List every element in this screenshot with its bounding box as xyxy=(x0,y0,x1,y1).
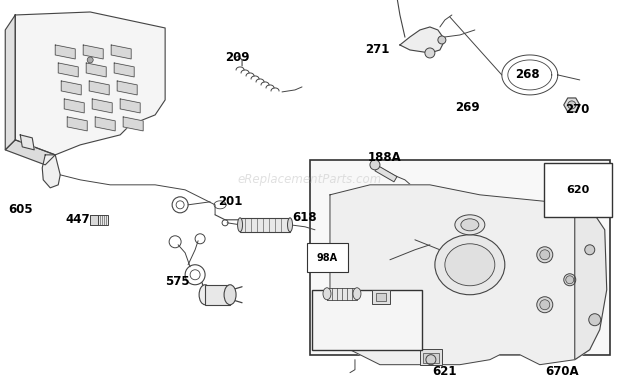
Text: 447: 447 xyxy=(65,213,90,226)
Polygon shape xyxy=(111,45,131,59)
Polygon shape xyxy=(575,205,607,360)
Bar xyxy=(312,290,422,350)
Text: 201: 201 xyxy=(218,195,242,208)
Ellipse shape xyxy=(461,219,479,231)
Polygon shape xyxy=(89,81,109,95)
Bar xyxy=(372,290,390,304)
Circle shape xyxy=(438,36,446,44)
Bar xyxy=(205,285,230,305)
Circle shape xyxy=(370,160,380,170)
Circle shape xyxy=(537,247,553,263)
Text: 209: 209 xyxy=(225,51,250,65)
Circle shape xyxy=(540,300,550,310)
Circle shape xyxy=(425,48,435,58)
Circle shape xyxy=(568,101,576,109)
Ellipse shape xyxy=(445,244,495,286)
Polygon shape xyxy=(55,45,75,59)
Circle shape xyxy=(566,276,574,284)
Polygon shape xyxy=(564,98,580,112)
Text: 575: 575 xyxy=(165,275,190,288)
Text: 618: 618 xyxy=(292,211,317,224)
Bar xyxy=(90,215,98,225)
Polygon shape xyxy=(83,45,103,59)
Bar xyxy=(376,293,386,301)
Circle shape xyxy=(564,274,576,286)
Ellipse shape xyxy=(199,285,211,305)
Ellipse shape xyxy=(455,215,485,235)
Bar xyxy=(240,218,290,232)
Polygon shape xyxy=(330,185,590,365)
Text: 271: 271 xyxy=(365,43,389,57)
Polygon shape xyxy=(61,81,81,95)
Text: 188A: 188A xyxy=(368,151,402,165)
Circle shape xyxy=(537,297,553,313)
Polygon shape xyxy=(42,155,60,188)
Bar xyxy=(327,288,357,300)
Polygon shape xyxy=(64,99,84,113)
Ellipse shape xyxy=(353,288,361,300)
Text: 269: 269 xyxy=(455,101,479,114)
Bar xyxy=(90,215,108,225)
Bar xyxy=(420,349,442,365)
Circle shape xyxy=(589,314,601,326)
Text: 268: 268 xyxy=(515,68,539,81)
Bar xyxy=(423,353,439,363)
Polygon shape xyxy=(117,81,137,95)
Ellipse shape xyxy=(237,218,242,232)
Text: 670A: 670A xyxy=(545,365,578,378)
Text: 620: 620 xyxy=(567,185,590,195)
Polygon shape xyxy=(120,99,140,113)
Polygon shape xyxy=(123,117,143,131)
Bar xyxy=(335,325,375,350)
Polygon shape xyxy=(114,63,134,77)
Text: 98A: 98A xyxy=(317,253,338,263)
Polygon shape xyxy=(67,117,87,131)
Ellipse shape xyxy=(224,285,236,305)
Polygon shape xyxy=(6,15,16,150)
Bar xyxy=(375,166,397,182)
Circle shape xyxy=(585,245,595,255)
Text: 605: 605 xyxy=(8,203,33,216)
Ellipse shape xyxy=(288,218,293,232)
Ellipse shape xyxy=(435,235,505,295)
Polygon shape xyxy=(20,135,34,150)
Text: 270: 270 xyxy=(565,103,589,116)
Text: eReplacementParts.com: eReplacementParts.com xyxy=(238,173,382,186)
Polygon shape xyxy=(400,27,445,53)
Polygon shape xyxy=(16,12,165,155)
Bar xyxy=(310,160,609,355)
Polygon shape xyxy=(58,63,78,77)
Polygon shape xyxy=(95,117,115,131)
Ellipse shape xyxy=(323,288,331,300)
Polygon shape xyxy=(6,140,55,165)
Circle shape xyxy=(540,250,550,260)
Polygon shape xyxy=(92,99,112,113)
Polygon shape xyxy=(86,63,106,77)
Circle shape xyxy=(87,57,93,63)
Text: 621: 621 xyxy=(432,365,456,378)
